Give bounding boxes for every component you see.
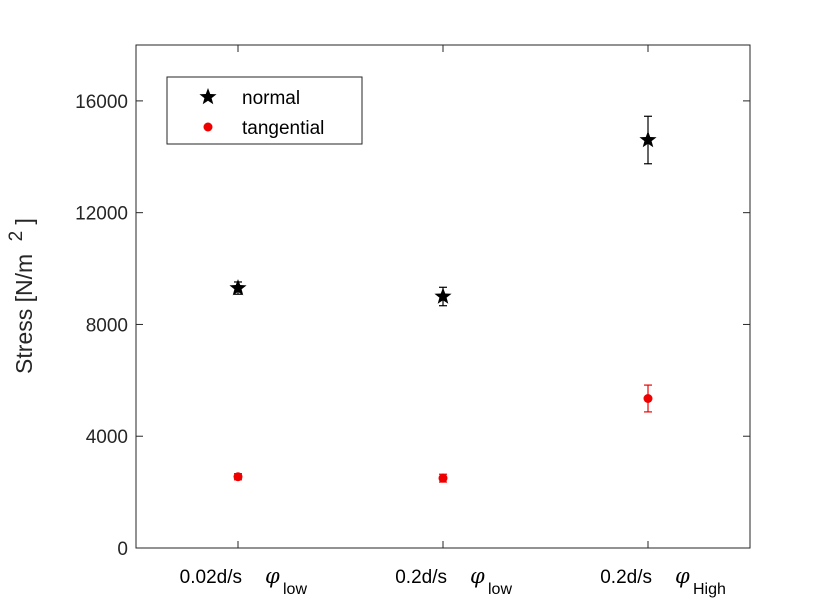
series-tangential: [233, 384, 653, 483]
series-layer: [229, 115, 657, 483]
legend: normal tangential: [166, 76, 363, 145]
y-tick-label: 8000: [86, 315, 128, 336]
legend-circle-icon: [203, 122, 213, 132]
y-axis-label: Stress [N/m 2 ]: [1, 218, 37, 374]
legend-box: [166, 76, 363, 145]
legend-star-icon: [199, 88, 217, 105]
data-point-normal: [229, 279, 247, 296]
y-tick-label: 12000: [75, 204, 128, 225]
x-category-rate: 0.2d/s: [395, 567, 447, 588]
x-category-phi: φ: [675, 564, 690, 588]
data-point-tangential: [233, 472, 243, 482]
data-point-tangential: [643, 393, 653, 403]
data-point-tangential: [438, 473, 448, 483]
data-point-normal: [434, 287, 452, 304]
legend-marker-normal: [199, 88, 217, 105]
x-category-rate: 0.2d/s: [600, 567, 652, 588]
x-category-subscript: low: [488, 581, 512, 598]
y-axis: 0 4000 8000 12000 16000: [75, 92, 750, 560]
x-category-rate: 0.02d/s: [180, 567, 242, 588]
x-category-subscript: High: [693, 581, 726, 598]
y-axis-label-superscript: 2: [6, 231, 27, 242]
series-normal: [229, 115, 657, 307]
x-category-subscript: low: [283, 581, 307, 598]
legend-label-normal: normal: [242, 88, 300, 109]
y-tick-label: 16000: [75, 92, 128, 113]
y-axis-label-text: Stress [N/m: [11, 254, 37, 374]
x-category-phi: φ: [470, 564, 485, 588]
y-tick-label: 0: [117, 539, 128, 560]
legend-marker-tangential: [203, 122, 213, 132]
x-category-phi: φ: [265, 564, 280, 588]
y-tick-label: 4000: [86, 427, 128, 448]
legend-label-tangential: tangential: [242, 118, 324, 139]
data-point-normal: [639, 131, 657, 148]
y-axis-label-suffix: ]: [11, 218, 37, 224]
